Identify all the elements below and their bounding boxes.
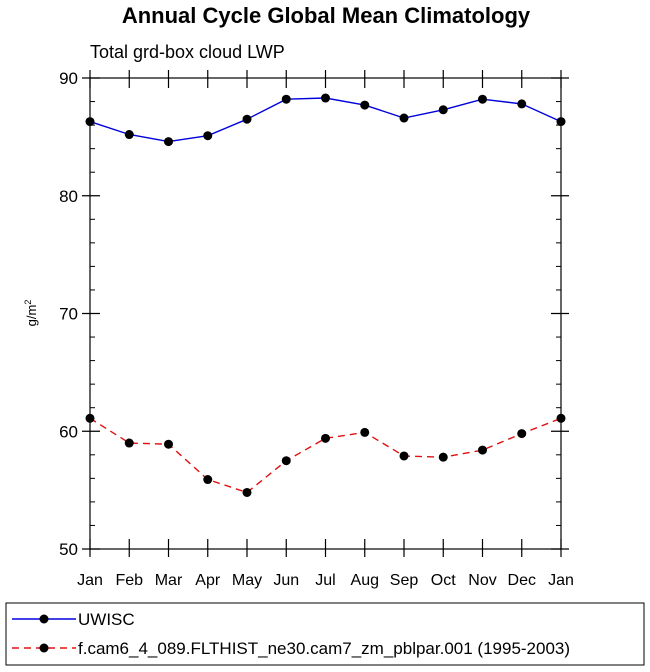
legend-marker-cam6 <box>39 643 49 653</box>
x-tick-labels: Jan Feb Mar Apr May Jun Jul Aug Sep Oct Nov Dec Jan <box>77 572 574 589</box>
legend-box <box>5 602 645 666</box>
x-tick-label: Jul <box>315 572 335 589</box>
y-tick-labels: 50 60 70 80 90 <box>59 69 78 559</box>
series-line-1 <box>89 417 562 494</box>
data-point <box>438 105 448 115</box>
data-point <box>478 94 487 104</box>
data-point <box>517 429 527 439</box>
data-point <box>399 451 409 461</box>
minor-ticks <box>90 101 561 526</box>
x-tick-label: Sep <box>390 572 419 589</box>
data-point <box>203 475 213 485</box>
major-ticks <box>82 70 569 557</box>
legend-marker-uwisc <box>39 614 49 624</box>
data-point <box>85 413 95 423</box>
x-tick-label: Feb <box>115 572 143 589</box>
data-point <box>164 137 173 147</box>
data-point <box>164 439 173 449</box>
y-axis-label-unit: g/m <box>24 305 39 327</box>
y-axis-label-superscript: 2 <box>23 300 33 305</box>
data-point <box>281 456 291 466</box>
y-tick-label: 60 <box>59 422 78 441</box>
x-tick-label: Aug <box>351 572 379 589</box>
data-point <box>399 113 409 123</box>
data-point <box>360 100 370 110</box>
y-tick-label: 80 <box>59 187 78 206</box>
data-point <box>360 427 370 437</box>
legend-label-uwisc: UWISC <box>78 610 135 629</box>
x-tick-label: Nov <box>468 572 496 589</box>
data-point <box>242 114 252 124</box>
series-line-0 <box>89 97 562 143</box>
x-tick-label: Jan <box>77 572 103 589</box>
y-axis-label: g/m2 <box>23 300 39 327</box>
data-point <box>321 433 330 443</box>
x-tick-label: Dec <box>508 572 536 589</box>
y-tick-label: 90 <box>59 69 78 88</box>
data-point <box>281 94 291 104</box>
x-tick-label: May <box>232 572 262 589</box>
data-point <box>556 117 566 127</box>
series-0 <box>85 93 566 147</box>
legend-label-cam6: f.cam6_4_089.FLTHIST_ne30.cam7_zm_pblpar… <box>78 639 570 658</box>
data-point <box>321 93 330 103</box>
chart-title: Annual Cycle Global Mean Climatology <box>122 3 531 28</box>
legend: UWISC f.cam6_4_089.FLTHIST_ne30.cam7_zm_… <box>5 602 645 666</box>
series-layer <box>85 93 566 497</box>
data-point <box>242 487 252 497</box>
data-point <box>478 445 487 455</box>
plot-frame <box>89 77 562 550</box>
chart-subtitle: Total grd-box cloud LWP <box>90 42 285 62</box>
data-point <box>438 452 448 462</box>
data-point <box>124 438 134 448</box>
x-tick-label: Jan <box>548 572 574 589</box>
x-tick-label: Oct <box>431 572 456 589</box>
data-point <box>556 413 566 423</box>
y-tick-label: 50 <box>59 540 78 559</box>
data-point <box>124 130 134 140</box>
data-point <box>85 117 95 127</box>
x-tick-label: Mar <box>155 572 183 589</box>
y-tick-label: 70 <box>59 305 78 324</box>
x-tick-label: Jun <box>273 572 299 589</box>
x-tick-label: Apr <box>195 572 221 589</box>
data-point <box>517 99 527 109</box>
series-1 <box>85 413 566 497</box>
data-point <box>203 131 213 141</box>
